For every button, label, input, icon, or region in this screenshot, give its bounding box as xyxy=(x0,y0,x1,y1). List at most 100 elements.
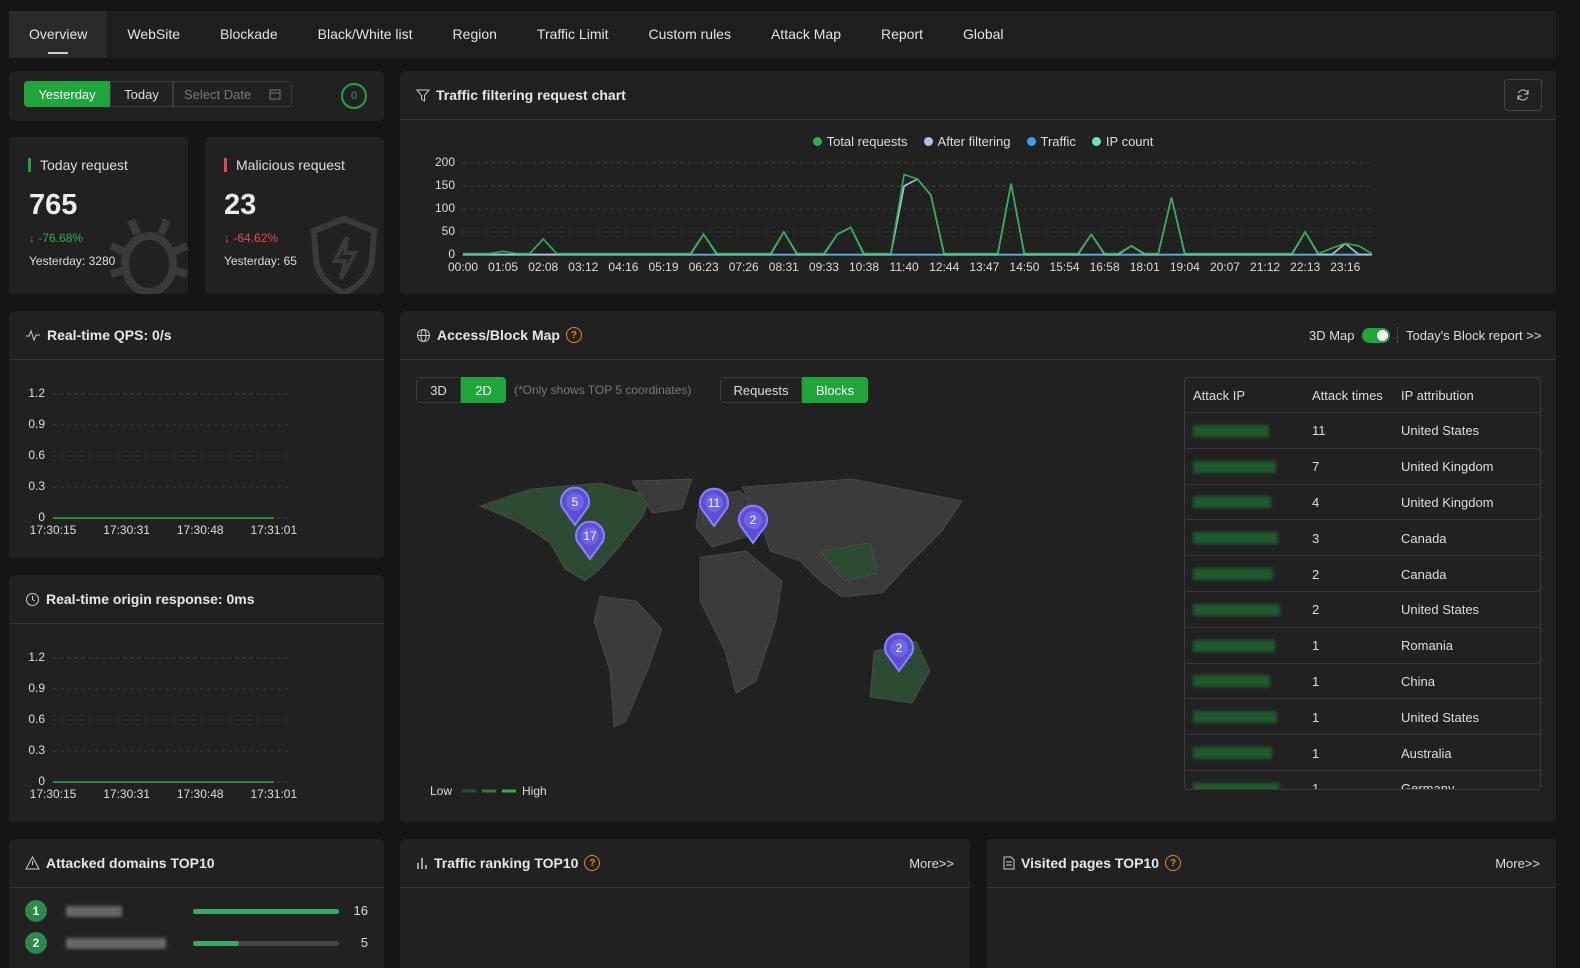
table-row: 1China xyxy=(1185,663,1540,700)
legend-item: After filtering xyxy=(924,134,1011,149)
date-picker[interactable]: Select Date xyxy=(173,81,292,107)
masked-ip xyxy=(1193,496,1271,508)
stat-change-text: -76.68% xyxy=(38,231,83,245)
ip-attribution: Australia xyxy=(1401,746,1452,761)
legend: Total requestsAfter filteringTrafficIP c… xyxy=(400,134,1556,149)
nav-tab[interactable]: Global xyxy=(943,11,1023,58)
table-row: 11United States xyxy=(1185,412,1540,449)
x-tick-label: 02:08 xyxy=(528,260,558,274)
x-tick-label: 10:38 xyxy=(849,260,879,274)
column-header: IP attribution xyxy=(1401,388,1474,403)
ip-attribution: United States xyxy=(1401,710,1479,725)
masked-ip xyxy=(1193,640,1275,652)
legend-item: Traffic xyxy=(1027,134,1076,149)
help-icon[interactable]: ? xyxy=(584,855,600,871)
masked-ip xyxy=(1193,783,1279,790)
view-3d-button[interactable]: 3D xyxy=(416,377,461,403)
help-icon[interactable]: ? xyxy=(566,327,582,343)
series-line xyxy=(463,179,1372,254)
domain-list: 11625 xyxy=(9,889,384,968)
masked-ip xyxy=(1193,604,1280,616)
stat-accent xyxy=(224,158,227,172)
legend-high: High xyxy=(522,784,547,798)
toggle-switch[interactable] xyxy=(1362,328,1390,343)
table-header: Attack IP Attack times IP attribution xyxy=(1185,378,1540,412)
refresh-button[interactable] xyxy=(1504,79,1542,111)
x-tick-label: 21:12 xyxy=(1250,260,1280,274)
x-tick-label: 17:30:15 xyxy=(30,523,77,537)
ip-attribution: United States xyxy=(1401,602,1479,617)
traffic-panel: 05010015020000:0001:0502:0803:1204:1605:… xyxy=(400,71,1556,294)
x-tick-label: 17:30:15 xyxy=(30,787,77,801)
requests-button[interactable]: Requests xyxy=(720,377,802,403)
column-header: Attack IP xyxy=(1193,388,1245,403)
map-note: (*Only shows TOP 5 coordinates) xyxy=(514,383,691,397)
rank-badge: 2 xyxy=(25,932,47,954)
legend-swatch xyxy=(1092,137,1101,146)
nav-tab[interactable]: Black/White list xyxy=(298,11,433,58)
stat-label: Malicious request xyxy=(236,157,345,173)
ip-attribution: United Kingdom xyxy=(1401,495,1494,510)
masked-ip xyxy=(1193,675,1270,687)
report-link[interactable]: Today's Block report >> xyxy=(1406,328,1541,343)
table-row: 1Romania xyxy=(1185,627,1540,664)
masked-ip xyxy=(1193,532,1278,544)
ip-attribution: China xyxy=(1401,674,1435,689)
panel-title: Access/Block Map xyxy=(437,327,560,343)
more-link[interactable]: More>> xyxy=(909,856,954,871)
y-tick-label: 0 xyxy=(448,247,455,261)
y-tick-label: 0 xyxy=(38,510,45,524)
nav-tab[interactable]: Attack Map xyxy=(751,11,861,58)
pin-label: 2 xyxy=(750,513,757,527)
nav-tab[interactable]: Blockade xyxy=(200,11,298,58)
column-header: Attack times xyxy=(1312,388,1383,403)
panel-title: Attacked domains TOP10 xyxy=(46,855,215,871)
table-row: 2United States xyxy=(1185,591,1540,628)
x-tick-label: 17:31:01 xyxy=(250,787,297,801)
legend-swatch xyxy=(1027,137,1036,146)
more-link[interactable]: More>> xyxy=(1495,856,1540,871)
y-tick-label: 0.9 xyxy=(28,417,45,431)
pin-label: 17 xyxy=(583,529,597,543)
panel-header: Attacked domains TOP10 xyxy=(9,839,384,888)
help-icon[interactable]: ? xyxy=(1165,855,1181,871)
attack-times: 1 xyxy=(1312,746,1319,761)
refresh-badge[interactable]: 0 xyxy=(341,83,367,109)
nav-tab[interactable]: Custom rules xyxy=(629,11,751,58)
panel-title: Real-time QPS: 0/s xyxy=(47,327,172,343)
qps-panel: 00.30.60.91.217:30:1517:30:3117:30:4817:… xyxy=(9,311,384,558)
today-button[interactable]: Today xyxy=(110,81,173,107)
nav-tab[interactable]: Overview xyxy=(9,11,107,58)
blocks-button[interactable]: Blocks xyxy=(802,377,868,403)
table-row: 7United Kingdom xyxy=(1185,448,1540,485)
view-2d-button[interactable]: 2D xyxy=(461,377,506,403)
x-tick-label: 00:00 xyxy=(448,260,478,274)
y-tick-label: 100 xyxy=(435,201,455,215)
y-tick-label: 1.2 xyxy=(28,386,45,400)
masked-ip xyxy=(1193,568,1273,580)
panel-title: Real-time origin response: 0ms xyxy=(46,591,255,607)
panel-title: Traffic ranking TOP10 xyxy=(434,855,578,871)
nav-tab[interactable]: WebSite xyxy=(107,11,200,58)
attack-times: 2 xyxy=(1312,567,1319,582)
stat-previous: Yesterday: 3280 xyxy=(29,254,115,268)
masked-ip xyxy=(1193,711,1277,723)
ip-attribution: United States xyxy=(1401,423,1479,438)
yesterday-button[interactable]: Yesterday xyxy=(24,81,110,107)
y-tick-label: 200 xyxy=(435,155,455,169)
stat-previous: Yesterday: 65 xyxy=(224,254,297,268)
x-tick-label: 05:19 xyxy=(648,260,678,274)
masked-ip xyxy=(1193,425,1269,437)
table-row: 3Canada xyxy=(1185,519,1540,556)
nav-tab[interactable]: Report xyxy=(861,11,943,58)
x-tick-label: 17:31:01 xyxy=(250,523,297,537)
panel-header: Real-time QPS: 0/s xyxy=(9,311,384,360)
x-tick-label: 22:13 xyxy=(1290,260,1320,274)
nav-tab[interactable]: Region xyxy=(433,11,517,58)
table-row: 1United States xyxy=(1185,698,1540,735)
bar-icon xyxy=(416,857,428,869)
legend-label: Traffic xyxy=(1041,134,1076,149)
nav-tab[interactable]: Traffic Limit xyxy=(517,11,629,58)
masked-domain xyxy=(66,938,166,949)
domain-count: 16 xyxy=(354,903,368,918)
